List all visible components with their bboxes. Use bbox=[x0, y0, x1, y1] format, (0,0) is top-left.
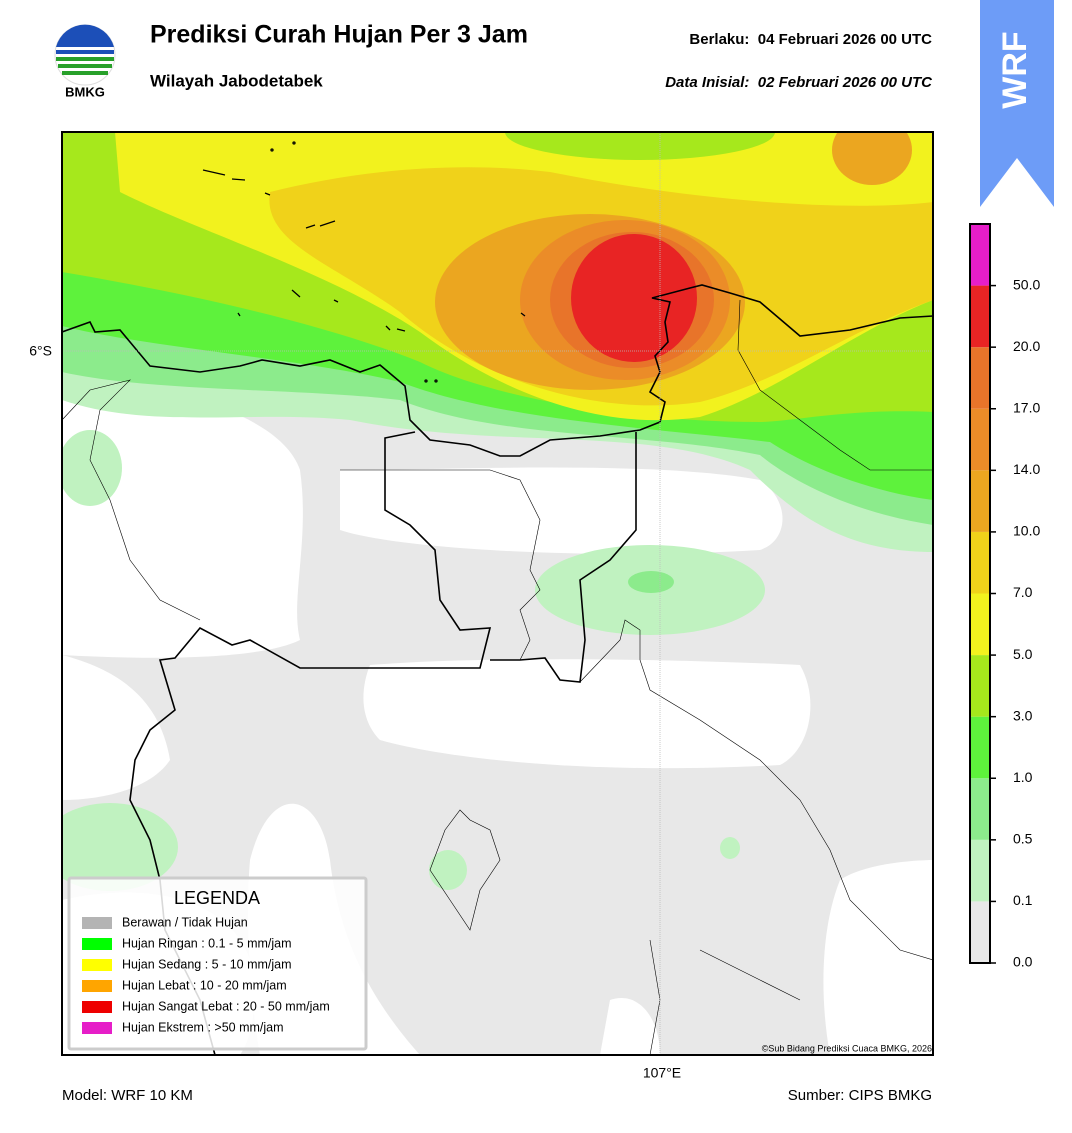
legend-label: Hujan Sangat Lebat : 20 - 50 mm/jam bbox=[122, 999, 330, 1013]
colorbar-tick-label: 0.1 bbox=[1013, 892, 1033, 908]
map-frame bbox=[61, 131, 934, 1056]
colorbar-segment bbox=[970, 224, 990, 286]
legend-title: LEGENDA bbox=[174, 888, 260, 908]
source: Sumber: CIPS BMKG bbox=[788, 1087, 932, 1104]
legend-swatch bbox=[82, 1001, 112, 1013]
colorbar-segment bbox=[970, 470, 990, 532]
legend-label: Berawan / Tidak Hujan bbox=[122, 915, 248, 929]
model: Model: WRF 10 KM bbox=[62, 1087, 193, 1104]
colorbar-segment bbox=[970, 408, 990, 471]
colorbar-tick-label: 50.0 bbox=[1013, 276, 1040, 292]
colorbar-tick-label: 1.0 bbox=[1013, 769, 1033, 785]
colorbar-tick-label: 5.0 bbox=[1013, 646, 1033, 662]
legend-swatch bbox=[82, 1022, 112, 1034]
lon-label: 107°E bbox=[643, 1065, 681, 1081]
colorbar-tick-label: 7.0 bbox=[1013, 584, 1033, 600]
colorbar-segment bbox=[970, 593, 990, 656]
colorbar-segment bbox=[970, 285, 990, 348]
colorbar-segment bbox=[970, 655, 990, 717]
legend: LEGENDA Berawan / Tidak Hujan Hujan Ringa… bbox=[67, 876, 368, 1051]
subtitle: Wilayah Jabodetabek bbox=[150, 71, 323, 90]
legend-label: Hujan Ringan : 0.1 - 5 mm/jam bbox=[122, 936, 292, 950]
colorbar-tick-label: 20.0 bbox=[1013, 338, 1040, 354]
legend-label: Hujan Sedang : 5 - 10 mm/jam bbox=[122, 957, 292, 971]
colorbar-tick-label: 3.0 bbox=[1013, 707, 1033, 723]
colorbar-segment bbox=[970, 531, 990, 594]
colorbar-tick-label: 14.0 bbox=[1013, 461, 1040, 477]
lat-label: 6°S bbox=[29, 343, 52, 359]
badge bbox=[980, 0, 1054, 207]
logo: BMKG bbox=[54, 24, 116, 99]
legend-swatch bbox=[82, 917, 112, 929]
copyright: ©Sub Bidang Prediksi Cuaca BMKG, 2026 bbox=[762, 1043, 932, 1053]
colorbar-tick-label: 10.0 bbox=[1013, 523, 1040, 539]
colorbar-segment bbox=[970, 347, 990, 409]
title: Prediksi Curah Hujan Per 3 Jam bbox=[150, 21, 528, 49]
init-time: Data Inisial: 02 Februari 2026 00 UTC bbox=[665, 74, 933, 91]
legend-swatch bbox=[82, 938, 112, 950]
legend-label: Hujan Lebat : 10 - 20 mm/jam bbox=[122, 978, 287, 992]
valid-time: Berlaku: 04 Februari 2026 00 UTC bbox=[689, 31, 932, 48]
legend-swatch bbox=[82, 980, 112, 992]
legend-swatch bbox=[82, 959, 112, 971]
badge-text: WRF bbox=[996, 31, 1034, 108]
legend-label: Hujan Ekstrem : >50 mm/jam bbox=[122, 1020, 284, 1034]
colorbar: 0.0 0.1 0.5 1.0 3.0 5.0 7.0 10.0 14.0 17.0 20.0 50.… bbox=[969, 223, 1040, 970]
colorbar-tick-label: 0.0 bbox=[1013, 954, 1033, 970]
logo-text: BMKG bbox=[65, 84, 105, 99]
colorbar-tick-label: 0.5 bbox=[1013, 831, 1033, 847]
colorbar-segment bbox=[970, 839, 990, 902]
colorbar-segment bbox=[970, 716, 990, 779]
colorbar-segment bbox=[970, 778, 990, 840]
colorbar-segment bbox=[970, 901, 990, 963]
colorbar-tick-label: 17.0 bbox=[1013, 399, 1040, 415]
